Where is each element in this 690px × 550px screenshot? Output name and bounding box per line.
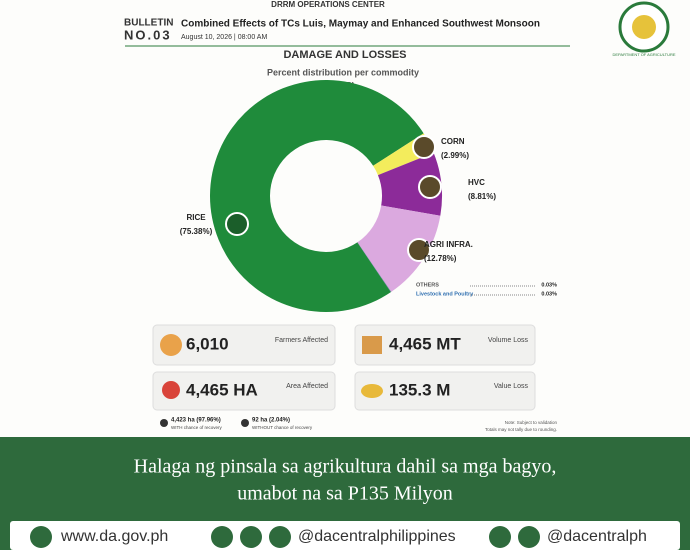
social-handle: @dacentralph [547,528,647,545]
headline: Halaga ng pinsala sa agrikultura dahil s… [134,456,557,478]
recovery-value: 4,423 ha (97.96%) [171,418,221,424]
instagram-icon [269,526,291,548]
slice-value: (8.81%) [468,192,496,201]
bullet [241,419,249,427]
bulletin: BULLETIN [124,18,173,29]
bullet [160,419,168,427]
footer-bar [10,521,680,550]
note: Totals may not tally due to rounding. [485,427,557,432]
icon [361,384,383,398]
slice-label: HVC [468,178,485,187]
stat-label: Farmers Affected [275,337,328,344]
youtube-icon [489,526,511,548]
slice-value: (75.38%) [180,227,213,236]
slice [357,242,392,293]
slice [377,152,442,216]
icon [162,381,180,399]
donut [209,79,442,312]
slice-label: RICE [186,213,206,222]
web-icon [30,526,52,548]
card [354,371,536,411]
slice-value: (2.99%) [441,151,469,160]
minor-value: 0.03% [541,291,557,297]
facebook-icon [211,526,233,548]
social-handle: @dacentralphilippines [298,528,456,545]
slice [357,205,441,292]
icon [160,334,182,356]
stat-value: 6,010 [186,334,229,353]
stat-value: 4,465 MT [389,334,461,353]
logo-center [632,15,656,39]
slice-label: CORN [441,137,465,146]
section-title: DAMAGE AND LOSSES [283,49,406,61]
donut-labels: RICE (75.38%) CORN (2.99%) HVC (8.81%) AGRI IN… [180,135,557,297]
card [152,371,336,411]
tiktok-icon [240,526,262,548]
minor-label: OTHERS [416,282,439,288]
bulletin-title: Combined Effects of TCs Luis, Maymay and… [181,19,540,30]
minor-label: Livestock and Poultry [416,291,474,297]
section-bg [272,47,418,63]
stat-label: Value Loss [494,383,529,390]
slice-icon [225,212,249,236]
icon [362,336,382,354]
center-name: DRRM OPERATIONS CENTER [271,0,385,9]
headline: umabot na sa P135 Milyon [237,483,453,505]
x-icon [518,526,540,548]
card [354,324,536,366]
bulletin-number: NO.03 [124,27,172,42]
chart-title: Percent distribution per commodity [267,67,419,77]
slice [357,242,392,293]
recovery-value: 92 ha (2.04%) [252,418,290,424]
note: Note: Subject to validation [505,420,558,425]
stat-value: 135.3 M [389,380,450,399]
card [152,324,336,366]
stat-cards: 6,010 Farmers Affected 4,465 MT Volume L… [152,324,536,411]
slice-label: AGRI INFRA. [424,240,473,249]
website: www.da.gov.ph [60,528,168,545]
recovery-label: WITH chance of recovery [171,425,223,430]
minor-value: 0.03% [541,282,557,288]
bulletin-date: August 10, 2026 | 08:00 AM [181,34,267,41]
slice-value: (12.78%) [424,254,457,263]
slice-icon [407,238,431,262]
background [0,0,690,437]
recovery-label: WITHOUT chance of recovery [252,425,313,430]
slice [209,79,424,312]
logo-text: DEPARTMENT OF AGRICULTURE [612,52,675,57]
slice-icon [418,175,442,199]
stat-value: 4,465 HA [186,380,258,399]
stat-label: Area Affected [286,383,328,390]
slice-icon [412,135,436,159]
stat-label: Volume Loss [488,337,529,344]
recovery: 4,423 ha (97.96%) WITH chance of recover… [160,418,558,432]
logo: DEPARTMENT OF AGRICULTURE [612,1,676,57]
